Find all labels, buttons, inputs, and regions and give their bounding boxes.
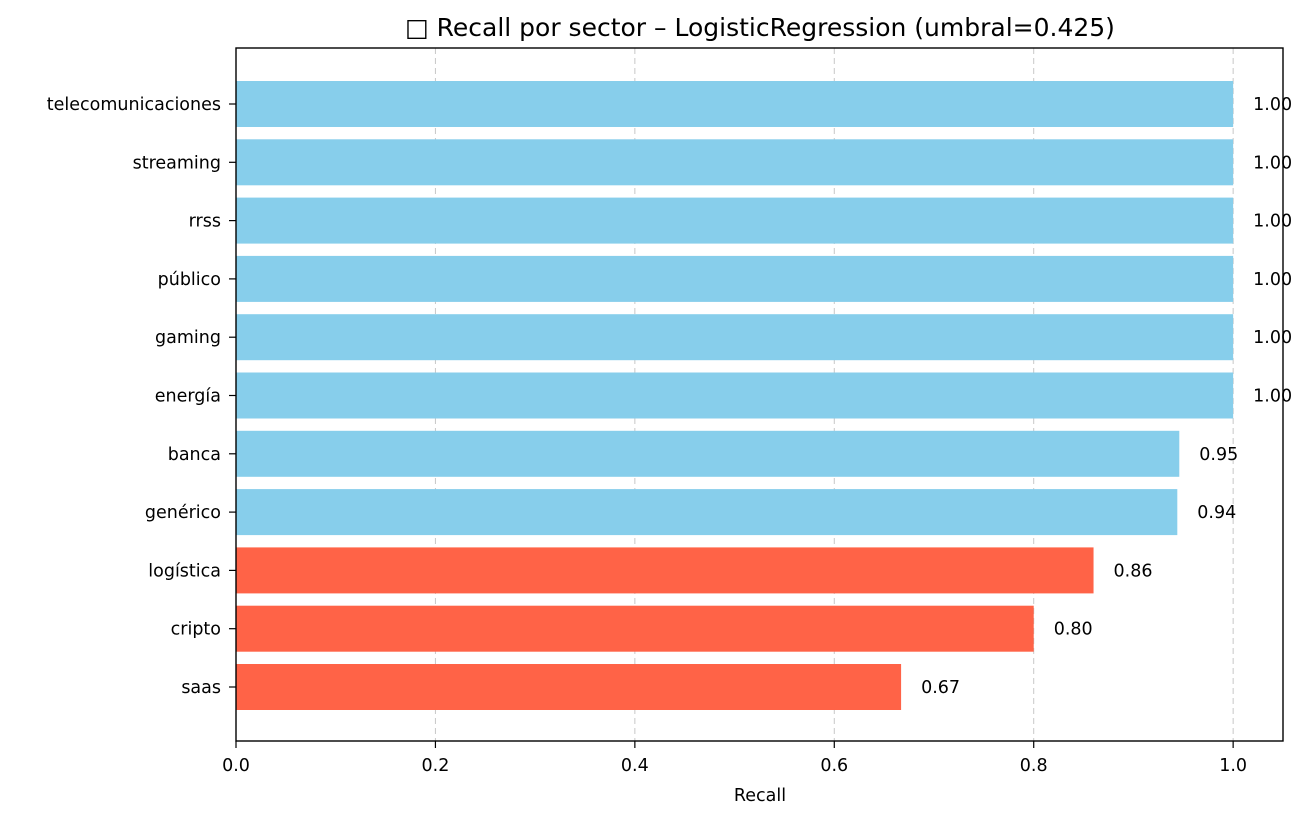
bar-value-label: 1.00	[1253, 387, 1292, 407]
y-tick-label: público	[158, 270, 221, 290]
y-tick-label: telecomunicaciones	[47, 95, 221, 115]
y-tick-label: streaming	[133, 153, 221, 173]
bar	[236, 605, 1034, 652]
x-axis-ticks: 0.0 0.2 0.4 0.6 0.8 1.0	[222, 741, 1247, 776]
y-axis-ticks: telecomunicaciones streaming rrss público ga…	[47, 95, 236, 698]
bar	[236, 197, 1234, 244]
bar-value-label: 0.67	[921, 678, 960, 698]
y-tick-label: rrss	[189, 212, 221, 232]
y-tick-label: genérico	[145, 503, 221, 523]
bar	[236, 139, 1234, 186]
bar	[236, 372, 1234, 419]
x-tick-label: 0.4	[621, 756, 649, 776]
bar-value-label: 1.00	[1253, 328, 1292, 348]
x-tick-label: 1.0	[1219, 756, 1247, 776]
bar-value-label: 1.00	[1253, 153, 1292, 173]
bar	[236, 547, 1094, 594]
bar	[236, 430, 1180, 477]
plot-frame	[235, 47, 1284, 742]
bar	[236, 81, 1234, 127]
bar	[236, 314, 1234, 361]
bar-value-label: 0.95	[1199, 445, 1238, 465]
y-tick-label: banca	[168, 445, 221, 465]
x-tick-label: 0.6	[820, 756, 848, 776]
bar-value-label: 0.86	[1114, 561, 1153, 581]
bar	[236, 664, 902, 710]
bars	[236, 81, 1234, 710]
value-labels: 1.00 1.00 1.00 1.00 1.00 1.00 0.95 0.94 0.86 0.80…	[921, 95, 1292, 698]
bar	[236, 255, 1234, 302]
y-tick-label: cripto	[171, 620, 221, 640]
y-tick-label: gaming	[155, 328, 221, 348]
bar	[236, 489, 1178, 536]
y-tick-label: saas	[181, 678, 221, 698]
y-tick-label: energía	[155, 387, 221, 407]
bar-value-label: 1.00	[1253, 95, 1292, 115]
bar-value-label: 0.94	[1197, 503, 1236, 523]
x-tick-label: 0.0	[222, 756, 250, 776]
x-tick-label: 0.8	[1020, 756, 1048, 776]
bar-value-label: 1.00	[1253, 212, 1292, 232]
y-tick-label: logística	[148, 561, 221, 581]
x-axis-label: Recall	[734, 786, 786, 806]
bar-value-label: 0.80	[1054, 620, 1093, 640]
x-tick-label: 0.2	[422, 756, 450, 776]
chart-title: □ Recall por sector – LogisticRegression…	[405, 13, 1115, 42]
bar-value-label: 1.00	[1253, 270, 1292, 290]
